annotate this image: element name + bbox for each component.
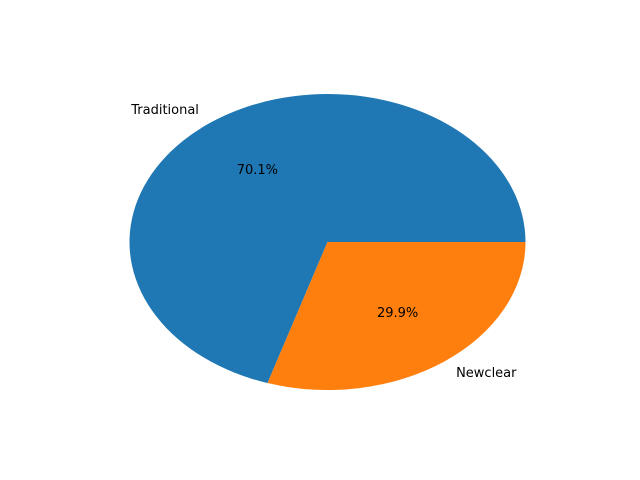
percent-label-traditional: 70.1% bbox=[237, 163, 278, 178]
pie-slice-traditional bbox=[129, 94, 526, 384]
pie-slices bbox=[129, 94, 526, 390]
slice-label-traditional: Traditional bbox=[130, 103, 199, 118]
slice-label-newclear: Newclear bbox=[456, 366, 517, 381]
pie-labels: Traditional 70.1% Newclear 29.9% bbox=[130, 103, 517, 381]
percent-label-newclear: 29.9% bbox=[377, 306, 418, 321]
pie-slice-newclear bbox=[267, 242, 526, 390]
